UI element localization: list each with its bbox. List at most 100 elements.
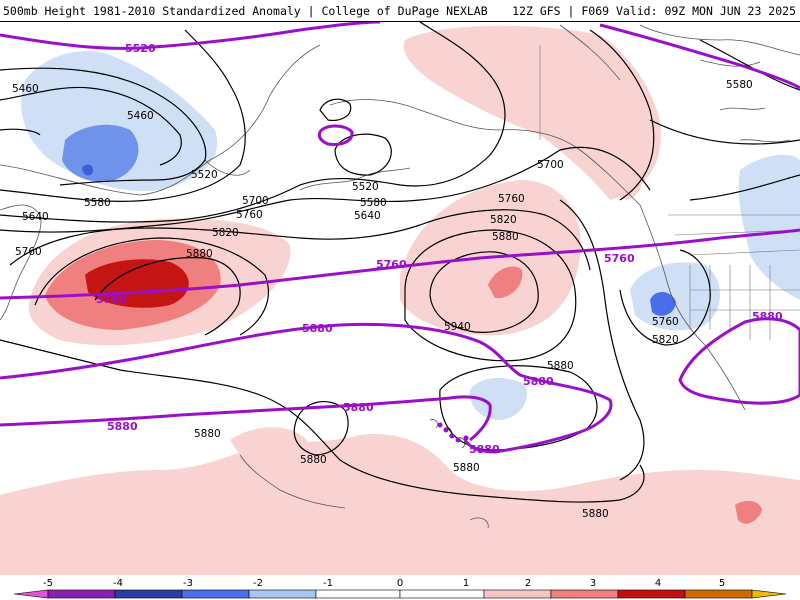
coastline-alaska bbox=[299, 99, 641, 206]
contour-label: 5760 bbox=[15, 246, 42, 258]
purple-dot bbox=[463, 435, 469, 441]
model-valid-time: 12Z GFS | F069 Valid: 09Z MON JUN 23 202… bbox=[512, 4, 796, 18]
key-contour-label: 5880 bbox=[469, 443, 500, 456]
scale-segment bbox=[684, 589, 753, 599]
scale-segment bbox=[399, 589, 485, 599]
purple-dot bbox=[449, 433, 455, 439]
contour-5760 bbox=[9, 209, 591, 271]
hawaii-markers bbox=[437, 422, 469, 443]
contour-label: 5820 bbox=[490, 214, 517, 226]
anomaly-positive-area bbox=[85, 259, 189, 308]
contour-label: 5580 bbox=[84, 197, 111, 209]
contour-5640 bbox=[0, 22, 506, 223]
contour-label: 5880 bbox=[582, 508, 609, 520]
key-contour-label: 5880 bbox=[752, 310, 783, 323]
anomaly-positive-area bbox=[735, 500, 762, 524]
anomaly-positive-area bbox=[230, 427, 310, 461]
scale-segment bbox=[181, 589, 250, 599]
coastline-north-america bbox=[559, 24, 800, 411]
coastlines bbox=[0, 24, 800, 529]
anomaly-negative-area bbox=[630, 262, 720, 331]
coastline-arctic-islands bbox=[699, 59, 791, 143]
contour-label: 5580 bbox=[726, 79, 753, 91]
scale-segment bbox=[550, 589, 619, 599]
anomaly-negative-area bbox=[738, 154, 800, 300]
contour-5880-island bbox=[293, 401, 349, 456]
scale-segment bbox=[483, 589, 552, 599]
purple-contour-5520-small bbox=[317, 124, 354, 146]
scale-arrow-right bbox=[751, 589, 787, 599]
contour-label: 5940 bbox=[444, 321, 471, 333]
contour-label: 5640 bbox=[22, 211, 49, 223]
anomaly-negative-area bbox=[62, 124, 139, 182]
anomaly-positive-area bbox=[488, 266, 523, 299]
key-contour-label: 5760 bbox=[96, 293, 127, 306]
contour-label: 5880 bbox=[194, 428, 221, 440]
color-scale-segments bbox=[13, 589, 787, 599]
contour-label: 5880 bbox=[453, 462, 480, 474]
contour-label: 5640 bbox=[354, 210, 381, 222]
scale-segment bbox=[315, 589, 401, 599]
scale-tick-label: -3 bbox=[183, 578, 193, 589]
contour-label: 5460 bbox=[127, 110, 154, 122]
purple-contour-labels: 5520 5760 5760 5760 5880 5880 5880 5880 … bbox=[96, 42, 783, 456]
key-contour-label: 5520 bbox=[125, 42, 156, 55]
key-contour-label: 5760 bbox=[376, 258, 407, 271]
scale-tick-label: -4 bbox=[113, 578, 123, 589]
scale-segment bbox=[47, 589, 116, 599]
anomaly-positive-area bbox=[605, 138, 643, 200]
height-contours bbox=[0, 22, 800, 503]
coastline-pacific-islands bbox=[239, 454, 489, 529]
scale-tick-label: 4 bbox=[655, 578, 661, 589]
contour-label: 5460 bbox=[12, 83, 39, 95]
black-contour-labels: 5460 5460 5520 5520 5580 5580 5640 5640 … bbox=[12, 79, 753, 520]
map-title: 500mb Height 1981-2010 Standardized Anom… bbox=[3, 4, 488, 18]
color-scale-ticks: -5 -4 -3 -2 -1 0 1 2 3 4 5 bbox=[43, 578, 725, 589]
anomaly-map: 5460 5460 5520 5520 5580 5580 5640 5640 … bbox=[0, 22, 800, 575]
key-contour-label: 5880 bbox=[343, 401, 374, 414]
key-contour-label: 5760 bbox=[604, 252, 635, 265]
purple-dot bbox=[455, 437, 461, 443]
contour-alaska-low bbox=[319, 98, 392, 176]
contour-label: 5520 bbox=[352, 181, 379, 193]
contour-5460 bbox=[0, 86, 182, 166]
contour-label: 5760 bbox=[498, 193, 525, 205]
scale-tick-label: 0 bbox=[397, 578, 403, 589]
contour-label: 5820 bbox=[652, 334, 679, 346]
scale-tick-label: -2 bbox=[253, 578, 263, 589]
key-contour-label: 5880 bbox=[107, 420, 138, 433]
purple-contour-5880-mexico bbox=[678, 317, 800, 405]
scale-segment bbox=[114, 589, 183, 599]
contour-5820 bbox=[34, 237, 270, 336]
header-bar: 500mb Height 1981-2010 Standardized Anom… bbox=[0, 0, 800, 22]
purple-contour-5760 bbox=[0, 228, 800, 300]
scale-tick-label: -5 bbox=[43, 578, 53, 589]
contour-5880 bbox=[94, 257, 241, 336]
contour-5520 bbox=[0, 67, 207, 186]
scale-tick-label: 5 bbox=[719, 578, 725, 589]
contour-5880-south bbox=[0, 339, 645, 503]
contour-label: 5760 bbox=[236, 209, 263, 221]
contour-label: 5520 bbox=[191, 169, 218, 181]
purple-dot bbox=[437, 422, 443, 428]
contour-label: 5700 bbox=[242, 195, 269, 207]
contour-label: 5580 bbox=[360, 197, 387, 209]
contour-label: 5880 bbox=[186, 248, 213, 260]
scale-tick-label: 3 bbox=[590, 578, 596, 589]
contour-label: 5880 bbox=[300, 454, 327, 466]
purple-dot bbox=[443, 427, 449, 433]
anomaly-negative-area bbox=[469, 378, 528, 420]
contour-5580 bbox=[0, 29, 246, 202]
contour-west-us bbox=[619, 249, 711, 346]
scale-tick-label: -1 bbox=[323, 578, 333, 589]
contour-label: 5760 bbox=[652, 316, 679, 328]
coastline-hawaii bbox=[429, 419, 466, 449]
contour-5940-ring bbox=[429, 251, 539, 333]
contour-label: 5820 bbox=[212, 227, 239, 239]
scale-tick-label: 1 bbox=[463, 578, 469, 589]
purple-contour-5880 bbox=[0, 322, 613, 454]
anomaly-negative-area bbox=[82, 164, 94, 176]
color-scale-bar: -5 -4 -3 -2 -1 0 1 2 3 4 5 bbox=[0, 575, 800, 600]
contour-5880-ring bbox=[404, 229, 577, 362]
anomaly-positive-area bbox=[403, 25, 661, 200]
